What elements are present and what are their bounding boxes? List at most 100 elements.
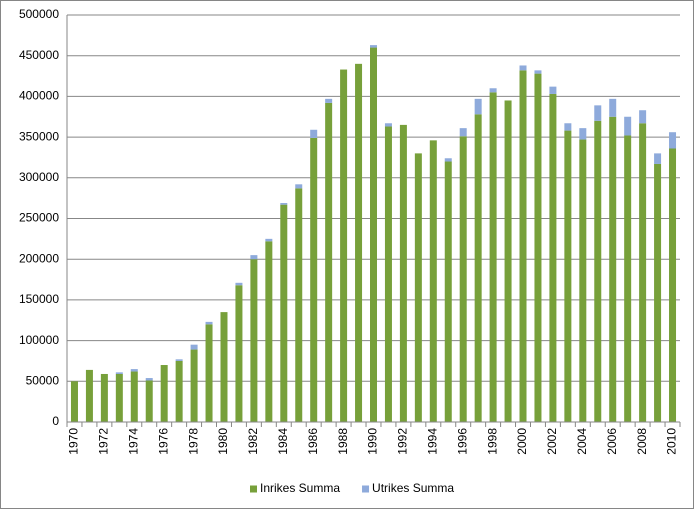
bar-segment <box>399 124 407 422</box>
x-tick-label: 1992 <box>396 428 410 455</box>
bar-segment <box>474 114 482 423</box>
bar-segment <box>310 129 318 138</box>
bar-segment <box>190 344 198 350</box>
bar-segment <box>145 378 153 381</box>
y-tick-label: 200000 <box>19 251 59 265</box>
bar-segment <box>205 324 213 422</box>
bar-segment <box>549 93 557 422</box>
bar-segment <box>579 128 587 140</box>
x-tick-label: 1994 <box>425 428 439 455</box>
bar-segment <box>594 105 602 121</box>
x-tick-label: 1978 <box>186 428 200 455</box>
bar-segment <box>609 98 617 117</box>
bar-segment <box>340 69 348 423</box>
bar-segment <box>504 100 512 422</box>
x-tick-label: 1972 <box>97 428 111 455</box>
x-tick-label: 1976 <box>156 428 170 455</box>
bar-segment <box>175 360 183 422</box>
y-tick-label: 450000 <box>19 48 59 62</box>
bar-segment <box>295 184 303 189</box>
bar-segment <box>115 372 123 374</box>
x-tick-label: 2004 <box>575 428 589 455</box>
bar-segment <box>235 282 243 286</box>
bar-segment <box>624 116 632 136</box>
bar-segment <box>295 188 303 422</box>
bar-segment <box>250 255 258 260</box>
bar-segment <box>519 70 527 423</box>
bar-segment <box>280 204 288 422</box>
bar-segment <box>100 373 108 422</box>
bar-segment <box>250 259 258 422</box>
legend-swatch <box>362 485 370 493</box>
x-tick-label: 1982 <box>246 428 260 455</box>
bar-segment <box>489 92 497 422</box>
legend-label: Utrikes Summa <box>372 481 454 495</box>
x-tick-label: 1988 <box>336 428 350 455</box>
bar-segment <box>624 135 632 423</box>
bar-segment <box>130 371 138 422</box>
bar-segment <box>489 88 497 93</box>
bar-segment <box>459 136 467 422</box>
bar-segment <box>669 148 677 422</box>
bar-segment <box>444 161 452 422</box>
x-tick-label: 1970 <box>67 428 81 455</box>
x-tick-label: 2008 <box>635 428 649 455</box>
bar-segment <box>265 241 273 422</box>
bar-segment <box>235 285 243 422</box>
bar-segment <box>594 120 602 422</box>
bar-segment <box>205 321 213 325</box>
x-tick-label: 1980 <box>216 428 230 455</box>
bar-segment <box>130 369 138 372</box>
bar-segment <box>384 123 392 127</box>
bar-segment <box>310 137 318 422</box>
y-tick-label: 500000 <box>19 7 59 21</box>
y-tick-label: 350000 <box>19 129 59 143</box>
bar-segment <box>145 380 153 422</box>
y-tick-label: 50000 <box>26 373 60 387</box>
bar-segment <box>414 153 422 422</box>
y-tick-label: 100000 <box>19 333 59 347</box>
bar-segment <box>384 126 392 422</box>
bar-segment <box>639 123 647 423</box>
bar-segment <box>325 98 333 103</box>
x-tick-label: 1990 <box>366 428 380 455</box>
bar-segment <box>220 312 228 422</box>
bar-segment <box>654 163 662 422</box>
bar-segment <box>519 65 527 71</box>
legend-label: Inrikes Summa <box>260 481 340 495</box>
bar-segment <box>429 140 437 422</box>
bar-segment <box>654 153 662 164</box>
legend-swatch <box>250 485 257 493</box>
bar-segment <box>175 359 183 361</box>
bar-segment <box>325 102 333 423</box>
x-tick-label: 2006 <box>605 428 619 455</box>
bar-segment <box>355 63 363 423</box>
x-tick-label: 1974 <box>126 428 140 455</box>
bar-segment <box>265 238 273 242</box>
bar-segment <box>85 369 93 422</box>
bar-segment <box>579 139 587 423</box>
y-tick-label: 300000 <box>19 170 59 184</box>
bar-segment <box>534 73 542 422</box>
x-tick-label: 2000 <box>515 428 529 455</box>
x-tick-label: 2002 <box>545 428 559 455</box>
x-tick-label: 1998 <box>485 428 499 455</box>
bar-segment <box>549 86 557 94</box>
bar-segment <box>474 98 482 115</box>
x-tick-label: 1984 <box>276 428 290 455</box>
y-tick-label: 400000 <box>19 89 59 103</box>
bar-segment <box>534 70 542 74</box>
bar-segment <box>669 132 677 149</box>
bar-segment <box>115 373 123 422</box>
bar-segment <box>160 365 168 422</box>
x-tick-label: 2010 <box>665 428 679 455</box>
bar-segment <box>459 128 467 137</box>
y-tick-label: 0 <box>52 414 59 428</box>
bar-segment <box>190 349 198 422</box>
bar-segment <box>444 158 452 162</box>
bar-segment <box>370 45 377 48</box>
bar-segment <box>280 203 288 205</box>
bar-segment <box>370 47 377 423</box>
y-tick-label: 250000 <box>19 211 59 225</box>
